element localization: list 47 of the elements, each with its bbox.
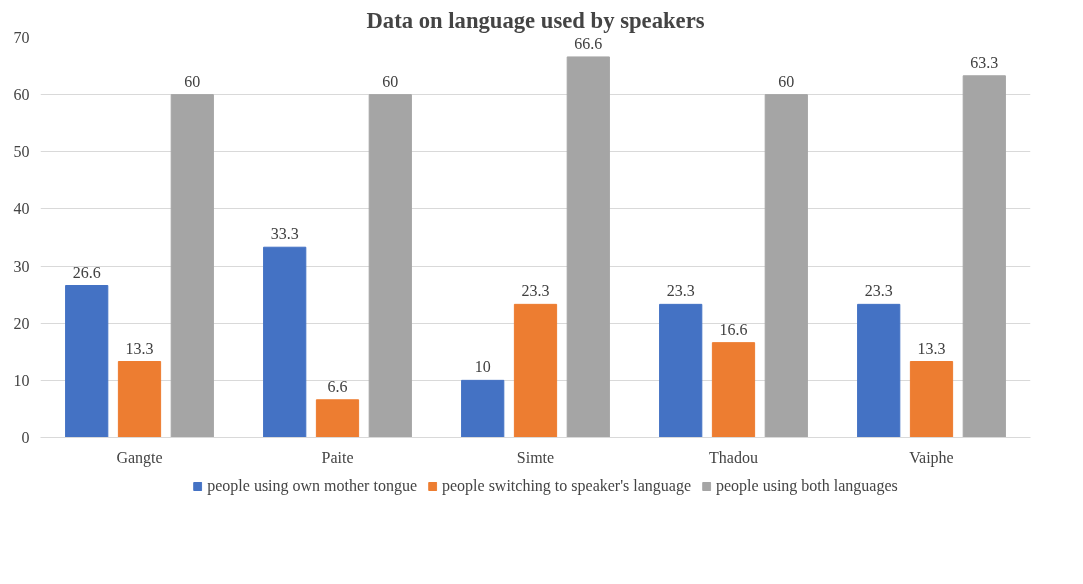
data-label: 23.3: [521, 282, 550, 300]
legend-label: people switching to speaker's language: [441, 477, 692, 495]
y-tick-label: 30: [13, 257, 30, 275]
data-label: 13.3: [917, 339, 946, 357]
y-tick-label: 70: [13, 29, 30, 46]
bar: [857, 303, 901, 438]
y-tick-label: 50: [13, 143, 30, 161]
bar: [764, 94, 808, 438]
data-label: 66.6: [574, 34, 603, 52]
legend-label: people using own mother tongue: [207, 477, 417, 495]
y-tick-label: 60: [13, 86, 30, 104]
bar: [513, 303, 558, 438]
bar: [117, 361, 162, 438]
data-label: 10: [474, 358, 491, 376]
bar: [659, 303, 703, 438]
x-tick-label: Thadou: [709, 448, 758, 466]
data-label: 13.3: [125, 339, 154, 357]
bar: [711, 342, 756, 438]
data-label: 16.6: [719, 320, 748, 338]
bar: [263, 246, 307, 438]
x-tick-label: Gangte: [116, 448, 163, 467]
y-tick-label: 20: [13, 314, 30, 332]
bar: [461, 379, 505, 438]
data-label: 33.3: [270, 225, 299, 243]
legend-label: people using both languages: [716, 477, 898, 495]
bar: [65, 285, 109, 438]
y-tick-label: 10: [13, 371, 30, 389]
x-tick-label: Simte: [516, 448, 555, 466]
x-tick-label: Vaiphe: [909, 448, 954, 467]
bar: [170, 94, 214, 438]
data-label: 23.3: [666, 282, 695, 300]
data-label: 23.3: [864, 282, 893, 300]
data-label: 63.3: [970, 53, 999, 71]
x-tick-label: Paite: [321, 448, 354, 466]
bar: [566, 56, 610, 438]
bar: [909, 361, 954, 438]
y-tick-label: 40: [13, 200, 30, 218]
chart-title: Data on language used by speakers: [366, 7, 705, 33]
bar: [315, 399, 360, 438]
bar: [962, 75, 1006, 438]
y-tick-label: 0: [21, 429, 30, 446]
bar: [368, 94, 412, 438]
data-label: 26.6: [72, 263, 101, 281]
data-label: 60: [382, 72, 399, 90]
data-label: 60: [184, 72, 201, 90]
data-label: 60: [778, 72, 795, 90]
data-label: 6.6: [327, 377, 348, 395]
